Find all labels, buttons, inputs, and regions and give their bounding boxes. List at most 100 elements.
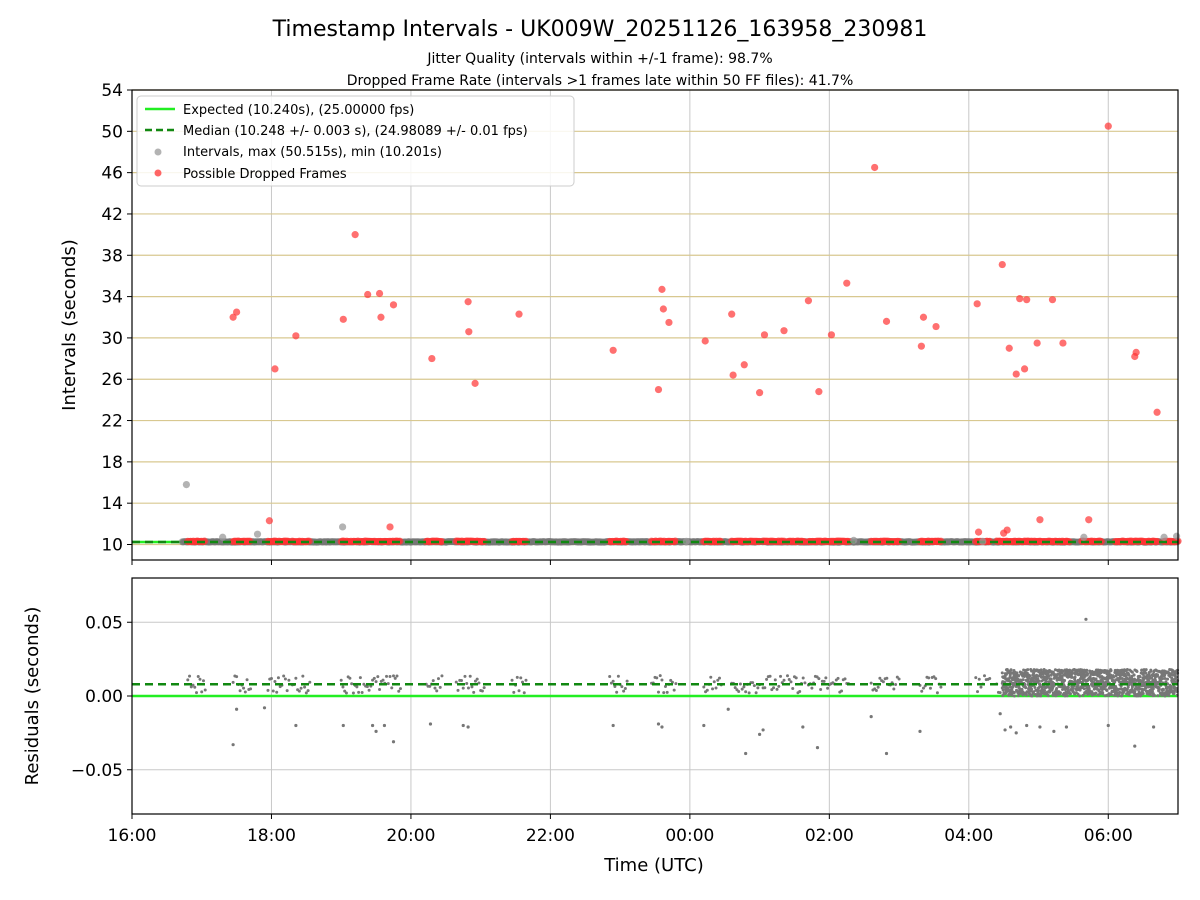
residual-outlier-point (1038, 725, 1042, 729)
residual-point (608, 674, 612, 678)
dropped-frame-rate-subtitle: Dropped Frame Rate (intervals >1 frames … (347, 73, 854, 89)
dropped-frame-point (1016, 295, 1024, 303)
residual-point (1094, 691, 1098, 695)
time-x-ticks: 16:00 18:00 20:00 22:00 00:00 02:00 04:00 06:00 (108, 814, 1133, 846)
residual-point (392, 674, 395, 678)
dropped-frame-point (1003, 526, 1011, 534)
dropped-frame-point (815, 388, 823, 396)
residual-point (1000, 671, 1004, 675)
dropped-frame-point (659, 305, 667, 313)
residual-point (287, 678, 291, 682)
residual-point (1021, 678, 1025, 682)
residual-point (456, 688, 460, 692)
residual-point (1008, 685, 1012, 689)
residual-point (897, 677, 901, 681)
residual-point (876, 685, 880, 689)
residual-point (465, 682, 469, 685)
dropped-frame-point (932, 322, 940, 331)
interval-point (219, 533, 227, 541)
residual-outlier-point (1014, 731, 1018, 735)
residual-point (998, 691, 1002, 695)
residual-outlier-point (235, 707, 239, 711)
residual-outlier-point (801, 725, 805, 729)
dropped-frame-point (1059, 339, 1067, 347)
residual-point (1149, 669, 1153, 673)
residual-point (1117, 693, 1121, 697)
residual-point (836, 676, 840, 680)
residual-point (357, 690, 361, 694)
residual-point (1052, 683, 1056, 687)
residual-point (747, 691, 751, 695)
dropped-frame-point (351, 231, 359, 239)
dropped-frame-point (1153, 537, 1161, 546)
residual-point (625, 679, 629, 683)
residual-point (819, 687, 823, 691)
residual-point (517, 689, 521, 693)
residual-point (303, 685, 307, 689)
residual-outlier-point (461, 723, 465, 728)
residual-point (817, 677, 821, 681)
interval-point (1080, 533, 1088, 541)
dropped-frame-point (671, 537, 679, 545)
residual-point (920, 689, 924, 693)
residual-point (350, 682, 354, 686)
residual-point (1161, 687, 1165, 691)
dropped-frame-point (740, 361, 748, 369)
residual-outlier-point (1151, 725, 1156, 729)
residual-outlier-point (726, 707, 730, 711)
residual-point (1132, 673, 1136, 677)
residual-point (843, 677, 847, 681)
residual-point (235, 675, 239, 679)
residual-point (472, 690, 476, 694)
dropped-frame-point (654, 385, 663, 394)
residual-point (433, 686, 437, 690)
residual-point (390, 686, 394, 690)
residual-point (397, 689, 401, 693)
time-x-tick-label: 22:00 (526, 826, 575, 846)
residual-point (1009, 680, 1013, 684)
residual-point (242, 686, 246, 690)
residual-point (1071, 671, 1075, 675)
residual-point (276, 676, 280, 680)
residual-point (243, 690, 247, 694)
residual-point (765, 677, 769, 681)
residual-point (522, 691, 526, 695)
residual-point (613, 684, 617, 688)
residual-outlier-point (1025, 723, 1029, 728)
residual-point (193, 685, 197, 689)
residual-point (388, 675, 392, 679)
residual-point (705, 688, 709, 692)
residual-point (881, 680, 885, 684)
residual-point (1023, 682, 1027, 686)
residual-outlier-point (815, 746, 820, 750)
residual-point (435, 689, 439, 693)
residual-point (358, 676, 362, 680)
residual-point (1012, 690, 1016, 694)
dropped-frame-point (465, 328, 473, 336)
dropped-frame-point (1020, 365, 1029, 373)
residual-point (372, 676, 376, 680)
residual-point (1070, 675, 1074, 679)
residual-outlier-point (744, 751, 748, 756)
residual-point (1094, 677, 1098, 681)
residual-point (362, 682, 366, 686)
residual-point (798, 689, 802, 693)
residual-point (191, 683, 195, 687)
residual-point (974, 676, 978, 680)
dropped-frame-point (973, 300, 981, 308)
residual-point (1109, 669, 1113, 673)
residual-point (744, 690, 748, 694)
residual-point (1015, 671, 1019, 675)
legend-median-label: Median (10.248 +/- 0.003 s), (24.98089 +… (183, 124, 528, 139)
residual-point (1078, 694, 1082, 698)
residual-point (658, 674, 662, 678)
residual-point (801, 676, 805, 680)
residual-point (475, 677, 479, 681)
residual-point (775, 687, 779, 691)
time-x-tick-label: 00:00 (665, 826, 714, 846)
residual-point (482, 686, 486, 690)
residual-point (473, 679, 477, 683)
residual-point (623, 687, 627, 691)
residual-outlier-point (1003, 728, 1007, 732)
residual-point (895, 675, 899, 679)
